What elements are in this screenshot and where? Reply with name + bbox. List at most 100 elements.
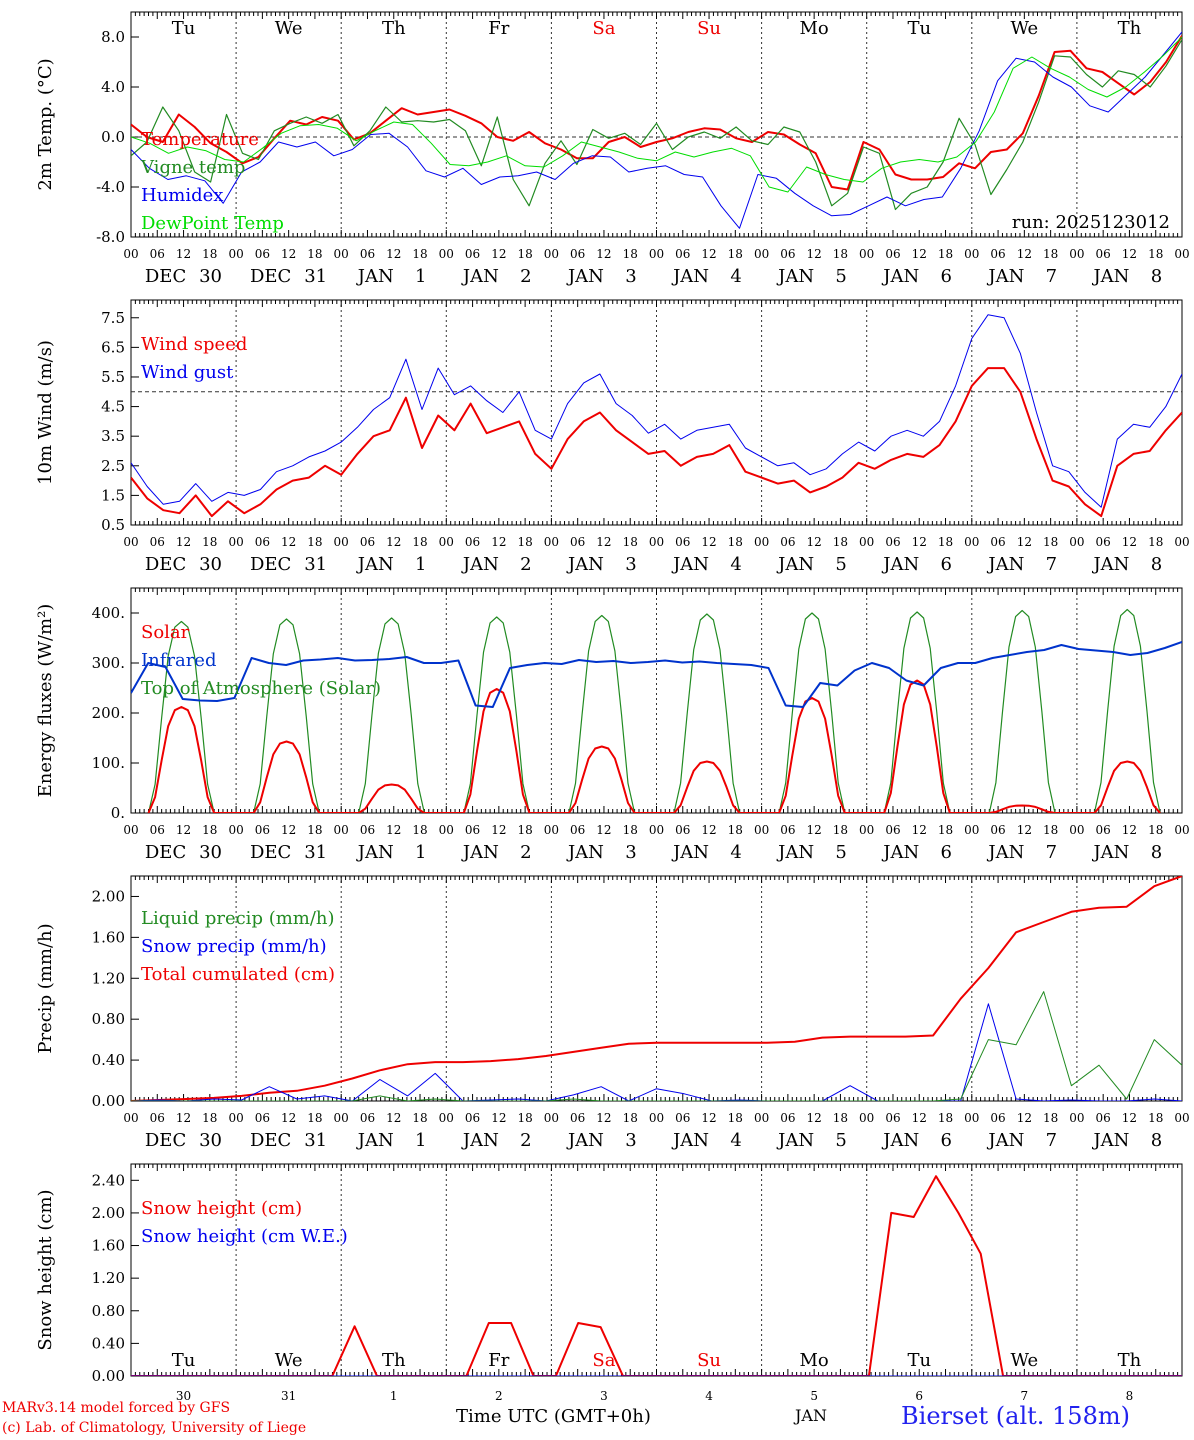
hour-label: 00	[439, 247, 454, 261]
hour-label: 12	[701, 1111, 716, 1125]
date-month-label: JAN	[461, 554, 499, 575]
hour-label: 18	[728, 1111, 743, 1125]
hour-label: 06	[360, 247, 375, 261]
date-day-label: 3	[600, 1389, 608, 1403]
hour-label: 06	[990, 535, 1005, 549]
hour-label: 12	[701, 535, 716, 549]
date-month-label: JAN	[671, 842, 709, 863]
date-day-label: 7	[1021, 1389, 1029, 1403]
hour-label: 18	[938, 823, 953, 837]
date-day-label: 30	[199, 1130, 222, 1151]
date-month-label: JAN	[461, 842, 499, 863]
hour-label: 18	[202, 535, 217, 549]
hour-label: 18	[307, 823, 322, 837]
hour-label: 00	[123, 247, 138, 261]
y-tick-label: 0.40	[92, 1334, 125, 1352]
y-tick-label: 0.40	[92, 1051, 125, 1069]
date-day-label: 31	[281, 1389, 296, 1403]
hour-label: 12	[1122, 1111, 1137, 1125]
hour-label: 18	[623, 1111, 638, 1125]
hour-label: 00	[859, 247, 874, 261]
hour-label: 00	[228, 823, 243, 837]
day-of-week-label: We	[275, 1350, 303, 1371]
hour-label: 18	[1148, 247, 1163, 261]
y-tick-label: 8.0	[101, 28, 125, 46]
hour-label: 12	[491, 1111, 506, 1125]
legend-entry: Solar	[141, 622, 190, 643]
date-month-label: JAN	[881, 266, 919, 287]
date-month-label: JAN	[986, 1130, 1024, 1151]
series-line-solar	[147, 679, 1161, 813]
hour-label: 00	[439, 823, 454, 837]
day-of-week-label: We	[1011, 1350, 1039, 1371]
date-month-label: JAN	[671, 554, 709, 575]
date-day-label: 1	[415, 554, 426, 575]
hour-label: 00	[859, 1111, 874, 1125]
y-tick-label: 300.	[92, 654, 125, 672]
y-tick-label: 400.	[92, 604, 125, 622]
date-month-label: JAN	[986, 842, 1024, 863]
hour-label: 18	[938, 535, 953, 549]
hour-label: 00	[649, 247, 664, 261]
hour-label: 18	[412, 1111, 427, 1125]
date-month-label: JAN	[776, 554, 814, 575]
hour-label: 00	[1174, 535, 1189, 549]
date-day-label: 6	[941, 554, 952, 575]
legend-entry: Top of Atmosphere (Solar)	[141, 678, 381, 699]
date-day-label: 31	[304, 1130, 327, 1151]
date-month-label: JAN	[881, 1130, 919, 1151]
y-axis-label: Snow height (cm)	[35, 1189, 56, 1350]
hour-label: 18	[1148, 1111, 1163, 1125]
series-line-infrared	[131, 641, 1182, 708]
hour-label: 00	[334, 1111, 349, 1125]
date-day-label: 4	[730, 842, 741, 863]
date-day-label: 6	[915, 1389, 923, 1403]
hour-label: 18	[1043, 1111, 1058, 1125]
hour-label: 06	[465, 535, 480, 549]
series-group	[131, 876, 1182, 1101]
hour-label: 06	[1096, 535, 1111, 549]
hour-label: 06	[360, 1111, 375, 1125]
day-of-week-label: Mo	[800, 1350, 829, 1371]
hour-label: 00	[1174, 247, 1189, 261]
model-credit: MARv3.14 model forced by GFS	[2, 1400, 231, 1416]
hour-label: 00	[649, 823, 664, 837]
panel-temperature: 8.0 4.0 0.0 -4.0 -8.0 2m Temp. (°C) Tu We Th Fr Sa…	[35, 11, 1190, 287]
hour-label: 06	[465, 1111, 480, 1125]
hour-label: 18	[517, 535, 532, 549]
hour-label: 06	[360, 535, 375, 549]
panel-energy: 400. 300. 200. 100. 0. Energy fluxes (W/m²) So…	[35, 587, 1190, 863]
hour-label: 12	[807, 247, 822, 261]
hour-label: 12	[491, 535, 506, 549]
hour-label: 12	[596, 1111, 611, 1125]
date-day-label: 3	[625, 842, 636, 863]
y-tick-label: 0.00	[92, 1092, 125, 1110]
hour-label: 06	[255, 1111, 270, 1125]
date-day-label: 7	[1046, 554, 1057, 575]
date-day-label: 6	[941, 266, 952, 287]
date-month-label: JAN	[1091, 1130, 1129, 1151]
hour-label: 18	[728, 823, 743, 837]
hour-label: 06	[675, 535, 690, 549]
hour-label: 18	[517, 247, 532, 261]
series-line-temperature	[131, 35, 1182, 191]
date-day-label: 5	[835, 1130, 846, 1151]
hour-label: 12	[386, 823, 401, 837]
date-day-label: 8	[1151, 554, 1162, 575]
series-group	[131, 314, 1182, 518]
y-tick-label: 0.80	[92, 1302, 125, 1320]
series-line-wind-gust	[131, 314, 1182, 508]
hour-label: 12	[176, 1111, 191, 1125]
hour-label: 12	[176, 247, 191, 261]
date-month-label: DEC	[250, 842, 291, 863]
hour-label: 06	[465, 247, 480, 261]
date-day-label: 4	[730, 1130, 741, 1151]
y-tick-label: 4.5	[101, 398, 125, 416]
date-month-label: DEC	[250, 554, 291, 575]
day-of-week-label: Su	[697, 1350, 721, 1371]
date-day-label: 8	[1151, 266, 1162, 287]
hour-label: 00	[228, 1111, 243, 1125]
y-tick-label: 6.5	[101, 338, 125, 356]
day-of-week-label: We	[275, 18, 303, 39]
